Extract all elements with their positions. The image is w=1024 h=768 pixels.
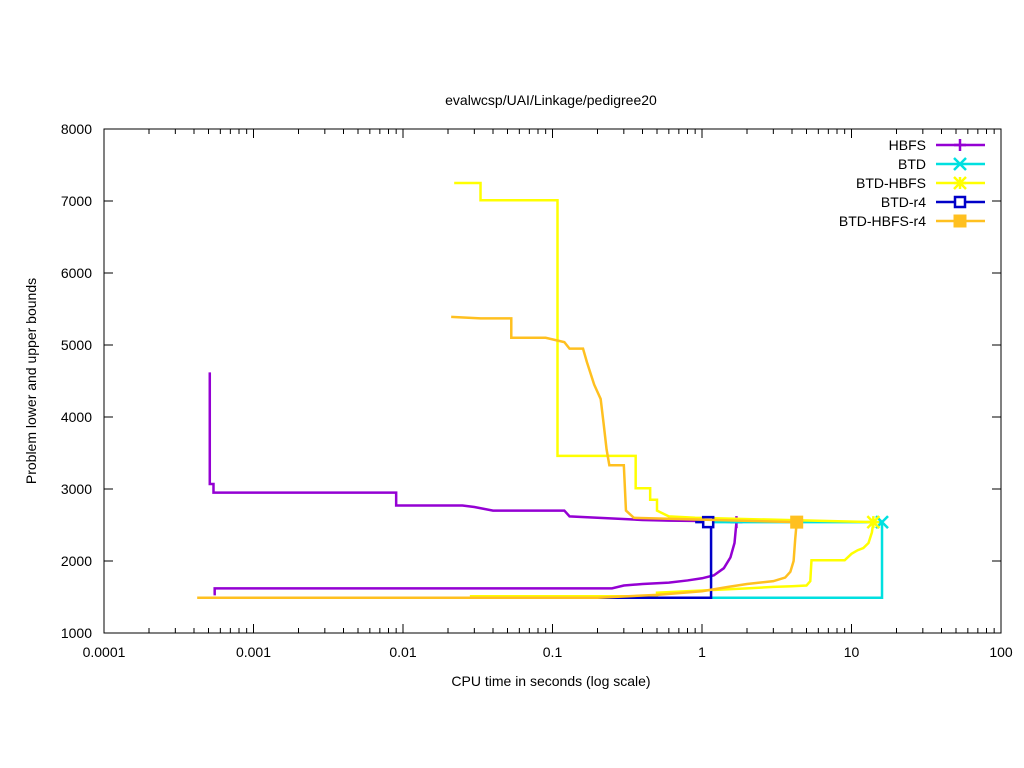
series-lower-bound-line <box>711 522 884 599</box>
legend-label: BTD-r4 <box>881 194 926 210</box>
legend-label: HBFS <box>889 137 926 153</box>
series-hbfs <box>208 372 743 596</box>
x-tick-label: 1 <box>698 644 706 660</box>
series-lower-bound-line <box>213 522 738 596</box>
x-tick-label: 0.1 <box>543 644 563 660</box>
x-tick-label: 10 <box>844 644 860 660</box>
series-marker <box>701 515 715 529</box>
y-tick-label: 1000 <box>61 625 92 641</box>
series-btd-hbfs <box>454 181 881 598</box>
chart-title: evalwcsp/UAI/Linkage/pedigree20 <box>445 92 657 108</box>
y-tick-label: 6000 <box>61 265 92 281</box>
y-tick-label: 2000 <box>61 553 92 569</box>
legend-item: BTD-HBFS-r4 <box>839 213 985 229</box>
series-upper-bound-line <box>454 181 874 524</box>
y-tick-label: 3000 <box>61 481 92 497</box>
y-tick-label: 7000 <box>61 193 92 209</box>
x-tick-label: 0.0001 <box>83 644 126 660</box>
series-lower-bound-line <box>469 521 875 598</box>
legend-item: HBFS <box>889 137 985 153</box>
y-tick-label: 8000 <box>61 121 92 137</box>
plot-frame <box>103 128 1002 634</box>
marker-stroke <box>701 515 715 529</box>
marker-stroke <box>790 515 804 529</box>
series-marker <box>953 214 967 228</box>
x-tick-label: 0.01 <box>389 644 416 660</box>
series-marker <box>866 515 881 530</box>
series-marker <box>790 515 804 529</box>
y-tick-label: 5000 <box>61 337 92 353</box>
legend-label: BTD <box>898 156 926 172</box>
series-marker <box>953 157 967 171</box>
marker-stroke <box>953 214 967 228</box>
series-lower-bound-line <box>555 522 713 599</box>
legend-item: BTD-r4 <box>881 194 985 210</box>
legend-label: BTD-HBFS-r4 <box>839 213 926 229</box>
series-lower-bound-line <box>197 522 798 599</box>
series-layer <box>197 181 889 599</box>
series-marker <box>953 176 967 190</box>
y-tick-label: 4000 <box>61 409 92 425</box>
marker-stroke <box>953 195 967 209</box>
series-btd-hbfs-r4 <box>197 315 804 599</box>
marker-stroke <box>866 515 881 530</box>
series-upper-bound-line <box>208 372 737 524</box>
marker-stroke <box>953 157 967 171</box>
axis-ticks: 0.0001 0.001 0.01 0.1 1 10 100 1000 2000 3000 4000… <box>61 121 1013 660</box>
x-tick-label: 0.001 <box>236 644 271 660</box>
series-marker <box>953 195 967 209</box>
legend-item: BTD <box>898 156 985 172</box>
x-tick-label: 100 <box>989 644 1013 660</box>
marker-stroke <box>953 176 967 190</box>
series-upper-bound-line <box>451 315 797 524</box>
series-marker <box>954 139 966 151</box>
y-axis-label: Problem lower and upper bounds <box>23 278 39 484</box>
legend-label: BTD-HBFS <box>856 175 926 191</box>
legend-item: BTD-HBFS <box>856 175 985 191</box>
legend: HBFS BTD BTD-HBFS BTD-r4 BTD-HBFS-r4 <box>839 137 985 229</box>
x-axis-label: CPU time in seconds (log scale) <box>451 673 650 689</box>
